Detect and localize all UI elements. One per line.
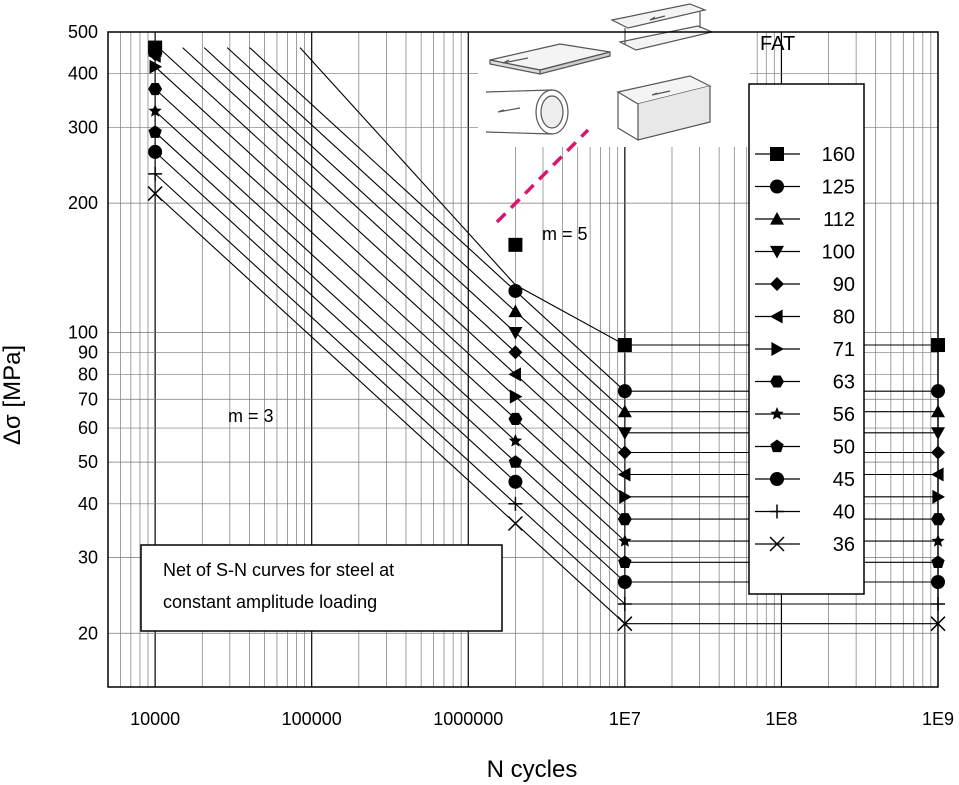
marker-pentagon <box>508 455 523 468</box>
marker-pentagon <box>618 555 632 568</box>
y-tick-label: 400 <box>68 64 98 84</box>
y-tick-label: 50 <box>78 452 98 472</box>
plot-frame <box>107 31 939 688</box>
marker-triangle-right <box>619 489 632 504</box>
legend-title: FAT <box>760 33 795 55</box>
marker-square <box>617 338 632 353</box>
y-tick-label: 200 <box>68 193 98 213</box>
marker-plus <box>148 166 163 181</box>
y-tick-label: 40 <box>78 494 98 514</box>
marker-triangle-right <box>771 342 784 356</box>
y-axis-title: Δσ [MPa] <box>0 345 26 445</box>
marker-triangle-down <box>508 327 523 340</box>
tick-labels: 10000 100000 1000000 1E7 1E8 1E9 20 30 40 50 60 70 8… <box>68 22 954 729</box>
marker-hexagon <box>148 82 163 96</box>
marker-triangle-up <box>617 404 632 418</box>
marker-triangle-up <box>770 212 784 225</box>
marker-diamond <box>770 277 784 291</box>
marker-star <box>508 433 523 447</box>
legend-label: 100 <box>822 242 855 264</box>
legend-label: 160 <box>822 144 855 166</box>
marker-triangle-right <box>509 389 523 404</box>
x-tick-label: 1E8 <box>765 709 797 729</box>
marker-pentagon <box>148 125 162 138</box>
note-line-1: Net of S-N curves for steel at <box>163 560 394 580</box>
marker-plus <box>617 596 632 611</box>
note-line-2: constant amplitude loading <box>163 592 377 612</box>
marker-triangle-left <box>770 309 783 324</box>
marker-cross <box>507 515 523 531</box>
y-tick-label: 30 <box>78 548 98 568</box>
y-tick-label: 90 <box>78 342 98 362</box>
legend-label: 125 <box>822 177 855 199</box>
legend-label: 40 <box>833 502 855 524</box>
marker-circle <box>617 574 632 589</box>
marker-star <box>770 407 784 420</box>
marker-cross <box>769 536 785 552</box>
marker-square <box>508 237 523 252</box>
legend-label: 45 <box>833 469 855 491</box>
x-tick-label: 100000 <box>282 709 342 729</box>
marker-circle <box>508 474 523 489</box>
marker-square <box>770 147 784 161</box>
marker-star <box>618 534 632 547</box>
marker-triangle-right <box>149 59 163 74</box>
legend-label: 112 <box>823 209 855 231</box>
marker-triangle-left <box>617 467 631 482</box>
marker-circle <box>617 384 632 399</box>
marker-circle <box>770 472 784 486</box>
legend-label: 71 <box>833 339 855 361</box>
y-tick-label: 100 <box>68 323 98 343</box>
marker-circle <box>148 144 163 159</box>
legend-box <box>748 83 865 595</box>
marker-triangle-up <box>508 304 523 318</box>
marker-plus <box>770 504 784 519</box>
marker-pentagon <box>770 439 784 453</box>
marker-triangle-left <box>508 367 522 382</box>
legend-label: 36 <box>833 534 855 556</box>
m5-annotation: m = 5 <box>542 224 588 244</box>
x-tick-label: 10000 <box>130 709 180 729</box>
x-tick-label: 1E7 <box>609 709 641 729</box>
x-axis-title: N cycles <box>487 756 578 783</box>
note-box <box>140 544 503 632</box>
marker-cross <box>617 616 633 632</box>
legend-label: 63 <box>833 372 855 394</box>
marker-diamond <box>508 345 523 360</box>
legend-label: 80 <box>833 307 855 329</box>
marker-circle <box>508 283 523 298</box>
marker-diamond <box>617 445 632 460</box>
marker-circle <box>770 179 784 194</box>
marker-star <box>148 104 162 117</box>
marker-hexagon <box>770 375 784 388</box>
marker-hexagon <box>508 412 523 425</box>
x-tick-label: 1000000 <box>433 709 503 729</box>
marker-triangle-down <box>617 427 632 440</box>
legend-label: 90 <box>833 274 855 296</box>
y-tick-label: 20 <box>78 623 98 643</box>
marker-hexagon <box>617 513 632 526</box>
y-tick-label: 300 <box>68 117 98 137</box>
m5-slope-dashed-line <box>495 128 590 224</box>
marker-triangle-left <box>148 48 161 63</box>
y-tick-label: 70 <box>78 389 98 409</box>
member-sketch-icon <box>478 2 750 147</box>
legend: 160 125 112 100 90 80 71 63 56 50 45 40 36 <box>755 144 855 556</box>
m3-annotation: m = 3 <box>228 406 274 426</box>
marker-triangle-down <box>770 245 784 259</box>
marker-plus <box>508 496 523 511</box>
marker-cross <box>147 186 163 202</box>
legend-label: 50 <box>833 437 855 459</box>
x-tick-label: 1E9 <box>922 709 954 729</box>
legend-label: 56 <box>833 404 855 426</box>
y-tick-label: 500 <box>68 22 98 42</box>
y-tick-label: 60 <box>78 418 98 438</box>
y-tick-label: 80 <box>78 364 98 384</box>
